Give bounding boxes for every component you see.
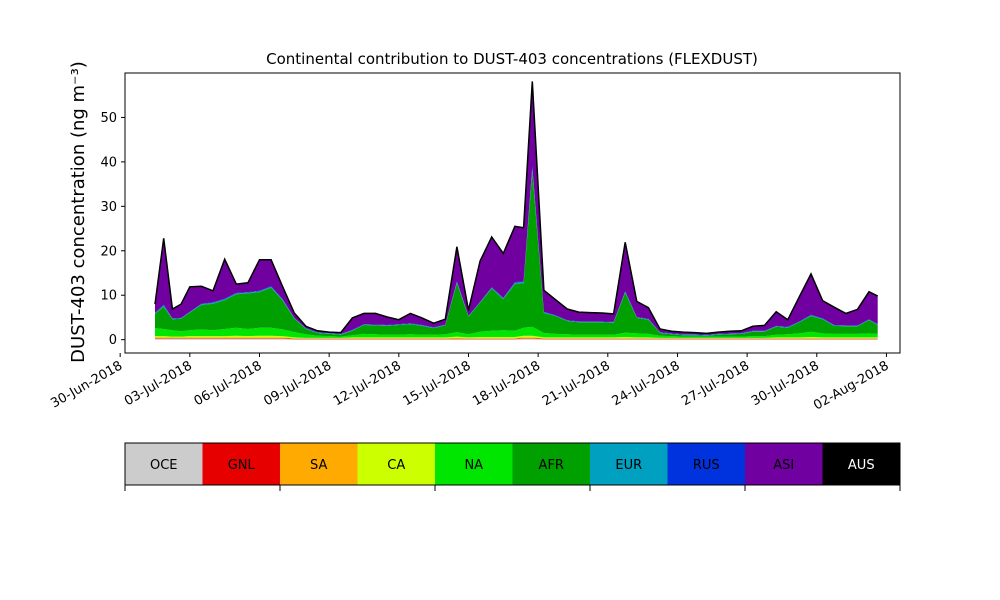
area-ca	[155, 335, 878, 339]
legend-label: AUS	[848, 458, 875, 473]
y-tick-label: 0	[109, 333, 117, 348]
x-tick-label: 09-Jul-2018	[261, 358, 334, 409]
legend-swatch-eur	[590, 443, 668, 485]
legend-swatch-afr	[512, 443, 591, 485]
legend-label: CA	[387, 458, 405, 473]
area-afr	[155, 171, 878, 337]
x-tick-label: 21-Jul-2018	[540, 358, 613, 409]
x-tick-label: 12-Jul-2018	[331, 358, 404, 409]
stacked-areas	[155, 81, 878, 340]
area-eur	[155, 167, 878, 336]
legend-label: SA	[310, 458, 327, 473]
legend-swatch-oce	[125, 443, 203, 485]
x-tick-label: 15-Jul-2018	[401, 358, 474, 409]
legend-swatch-aus	[822, 443, 901, 485]
plot-frame	[124, 72, 901, 354]
legend-label: NA	[464, 458, 483, 473]
legend-swatch-ca	[357, 443, 436, 485]
y-tick-label: 20	[100, 244, 117, 259]
legend-colorbar: OCE GNL SA CA NA AFR EUR RUS ASI AUS	[124, 442, 901, 491]
legend-label: RUS	[693, 458, 720, 473]
legend-label: EUR	[615, 458, 642, 473]
x-tick-label: 18-Jul-2018	[470, 358, 543, 409]
legend-swatch-gnl	[202, 443, 281, 485]
x-tick-label: 27-Jul-2018	[679, 358, 752, 409]
y-tick-label: 30	[100, 200, 117, 215]
legend-swatch-na	[435, 443, 513, 485]
legend-swatch-sa	[280, 443, 358, 485]
x-axis: 30-Jun-201803-Jul-201806-Jul-201809-Jul-…	[48, 353, 892, 414]
area-gnl	[155, 338, 878, 340]
x-tick-label: 24-Jul-2018	[610, 358, 683, 409]
area-asi	[155, 81, 878, 335]
y-axis-label: DUST-403 concentration (ng m⁻³)	[68, 61, 89, 363]
legend-frame	[124, 442, 901, 486]
x-tick-label: 03-Jul-2018	[122, 358, 195, 409]
total-line	[154, 81, 879, 335]
area-na	[155, 326, 878, 338]
legend-label: AFR	[539, 458, 564, 473]
x-tick-label: 06-Jul-2018	[192, 358, 265, 409]
area-rus	[155, 166, 878, 336]
x-tick-label: 02-Aug-2018	[811, 358, 891, 413]
area-sa	[155, 337, 878, 339]
area-oce	[155, 338, 878, 340]
legend-label: ASI	[773, 458, 794, 473]
legend-label: GNL	[228, 458, 256, 473]
legend-label: OCE	[150, 458, 178, 473]
y-axis: 0 10 20 30 40 50	[100, 111, 125, 348]
legend-swatch-asi	[745, 443, 823, 485]
total-line-group	[154, 81, 879, 335]
chart-title: Continental contribution to DUST-403 con…	[266, 50, 758, 68]
y-tick-label: 40	[100, 155, 117, 170]
x-tick-label: 30-Jun-2018	[48, 358, 125, 411]
y-tick-label: 10	[100, 289, 117, 304]
legend-swatch-rus	[667, 443, 746, 485]
y-tick-label: 50	[100, 111, 117, 126]
